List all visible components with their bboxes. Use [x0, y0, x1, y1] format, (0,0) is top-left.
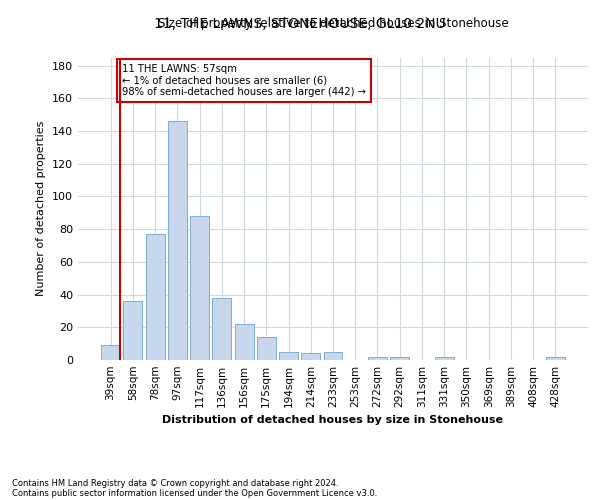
Title: Size of property relative to detached houses in Stonehouse: Size of property relative to detached ho… [158, 17, 508, 30]
Bar [323, 352, 343, 360]
Bar [279, 352, 298, 360]
Text: 11 THE LAWNS: 57sqm
← 1% of detached houses are smaller (6)
98% of semi-detached: 11 THE LAWNS: 57sqm ← 1% of detached hou… [122, 64, 366, 97]
Text: 11, THE LAWNS, STONEHOUSE, GL10 2NU: 11, THE LAWNS, STONEHOUSE, GL10 2NU [154, 18, 446, 32]
Bar [435, 356, 454, 360]
Bar [146, 234, 164, 360]
Bar [124, 301, 142, 360]
X-axis label: Distribution of detached houses by size in Stonehouse: Distribution of detached houses by size … [163, 416, 503, 426]
Y-axis label: Number of detached properties: Number of detached properties [37, 121, 46, 296]
Bar [212, 298, 231, 360]
Bar [168, 122, 187, 360]
Bar [190, 216, 209, 360]
Text: Contains HM Land Registry data © Crown copyright and database right 2024.: Contains HM Land Registry data © Crown c… [12, 478, 338, 488]
Bar [101, 346, 120, 360]
Bar [390, 356, 409, 360]
Bar [546, 356, 565, 360]
Bar [257, 337, 276, 360]
Text: Contains public sector information licensed under the Open Government Licence v3: Contains public sector information licen… [12, 488, 377, 498]
Bar [368, 356, 387, 360]
Bar [301, 354, 320, 360]
Bar [235, 324, 254, 360]
